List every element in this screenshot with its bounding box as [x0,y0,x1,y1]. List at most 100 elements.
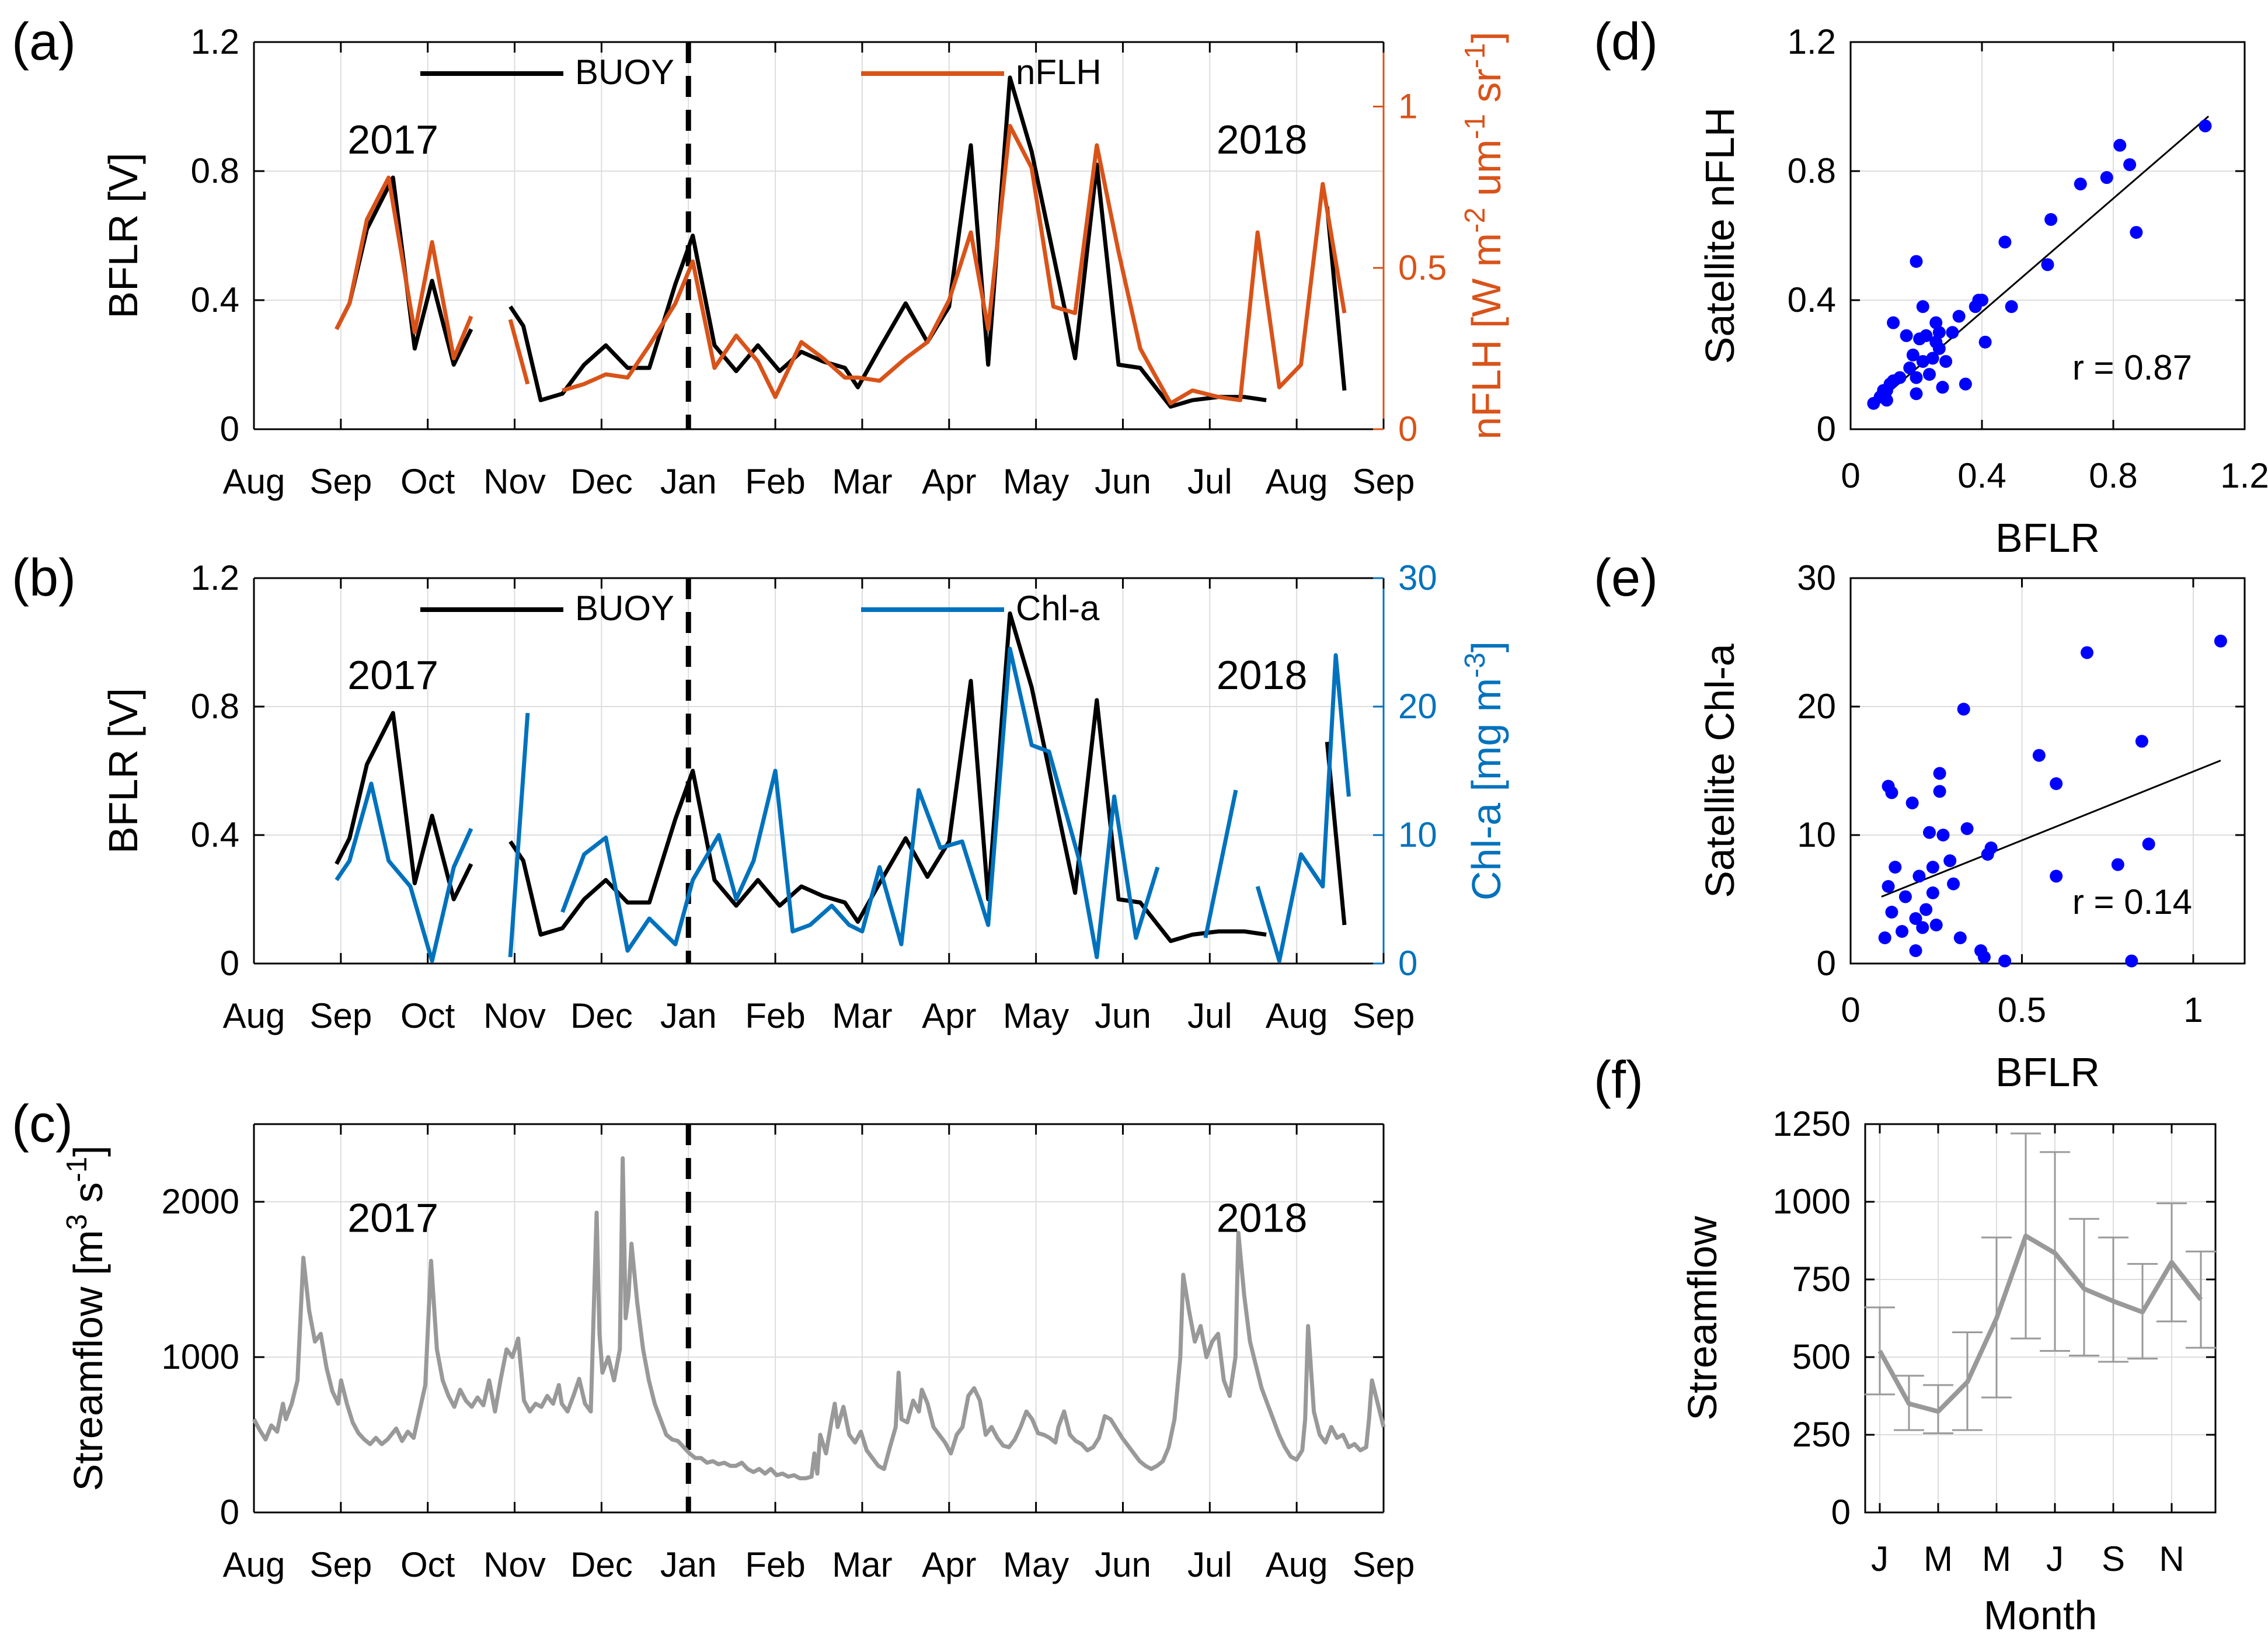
x-tick-label: Aug [1266,462,1328,501]
scatter-point [1910,387,1923,401]
scatter-point [1889,861,1902,874]
y-axis-label: BFLR [V] [100,688,146,854]
scatter-axes-box [1849,41,2246,430]
scatter-point [2050,870,2063,883]
series-monthly-mean [1877,1233,2203,1414]
scatter-point [2214,634,2227,648]
scatter-point [1909,944,1922,957]
y-tick-label-right: 10 [1398,815,1437,854]
y-tick-label: 500 [1792,1337,1851,1376]
scatter-point [1936,381,1949,394]
y-tick-label: 1250 [1773,1104,1851,1143]
scatter-point [1960,822,1974,835]
scatter-point [1933,785,1946,798]
scatter-point [1959,377,1972,391]
scatter-point [1885,786,1898,799]
year-label: 2017 [347,652,438,698]
x-tick-label: Jul [1187,996,1232,1035]
scatter-point [1919,329,1933,342]
y-tick-label-right: 1 [1398,87,1417,126]
x-tick-label: 0.4 [1957,456,2006,495]
scatter-point [1926,861,1939,874]
series-buoy [508,75,1267,409]
y-tick-label: 30 [1797,558,1836,597]
x-tick-label: Nov [483,996,546,1035]
x-tick-label: J [2046,1539,2064,1578]
y-axis-label: Streamflow [m3 s-1] [61,1145,111,1491]
x-tick-label: May [1003,462,1069,501]
scatter-point [1978,335,1992,349]
series-chl-a [508,712,530,958]
x-tick-label: Apr [922,1545,976,1584]
series-chl-a [560,646,1160,959]
x-tick-label: Sep [1353,1545,1415,1584]
legend-label-1: nFLH [1016,53,1102,92]
scatter-point [2111,858,2124,871]
y-axis-label: Satellite Chl-a [1697,644,1743,898]
y-tick-label: 0 [220,944,239,983]
x-tick-label: Oct [400,462,455,501]
series-nflh [508,319,530,385]
scatter-point [2044,213,2058,226]
panel-label: (b) [12,549,76,607]
scatter-point [2050,777,2063,790]
series-chl-a [1203,790,1238,938]
x-tick-label: Jun [1095,462,1151,501]
y-axis-label-right-part: Chl-a [mg m [1464,678,1509,900]
year-label: 2018 [1217,652,1308,698]
correlation-annotation: r = 0.14 [2072,882,2192,921]
x-tick-label: Mar [832,1545,892,1584]
legend-label-0: BUOY [575,53,674,92]
y-tick-label: 2000 [162,1182,239,1221]
x-tick-label: Jul [1187,462,1232,501]
x-tick-label: Aug [223,996,285,1035]
panel-label: (f) [1594,1051,1643,1110]
scatter-point [2081,646,2093,659]
x-tick-label: Jan [660,996,717,1035]
y-axis-label-right-part: -1 [1459,114,1491,140]
x-tick-label: Mar [832,996,892,1035]
x-tick-label: Apr [922,996,976,1035]
year-label: 2018 [1217,1195,1308,1241]
y-axis-label-part: 3 [61,1214,93,1230]
panel-label: (a) [12,13,76,71]
y-tick-label-right: 20 [1398,687,1437,726]
x-tick-label: Aug [223,1545,285,1584]
x-tick-label: Aug [223,462,285,501]
panel-label: (d) [1594,13,1658,71]
y-axis-label-part: -1 [61,1157,93,1183]
y-tick-label: 0 [220,409,239,448]
scatter-point [1882,880,1895,893]
scatter-point [1923,368,1936,381]
x-tick-label: Oct [400,1545,455,1584]
series-nflh [335,175,473,360]
x-tick-label: Sep [309,1545,372,1584]
x-tick-label: 1 [2183,990,2203,1030]
y-axis-label: BFLR [V] [100,153,146,319]
y-axis-label-right-part: nFLH [W m [1464,233,1509,440]
series-chl-a [1255,653,1351,964]
x-tick-label: Jan [660,462,717,501]
scatter-point [1910,255,1923,268]
x-tick-label: S [2102,1539,2125,1578]
scatter-axes-box [1849,577,2246,965]
y-tick-label-right: 0.5 [1398,248,1447,287]
y-tick-label: 1.2 [191,558,239,597]
year-label: 2017 [347,1195,438,1241]
scatter-point [1916,300,1929,314]
scatter-point [1957,702,1970,716]
y-tick-label: 1.2 [191,22,239,61]
scatter-point [1885,906,1898,919]
x-tick-label: Dec [570,996,633,1035]
scatter-point [1912,870,1926,883]
y-tick-label: 10 [1797,815,1836,854]
correlation-annotation: r = 0.87 [2072,348,2192,387]
x-tick-label: 0 [1841,990,1860,1030]
scatter-point [2130,225,2143,239]
x-tick-label: Jul [1187,1545,1232,1584]
x-tick-label: Feb [745,1545,805,1584]
scatter-point [1936,829,1950,841]
scatter-point [1933,767,1946,780]
x-tick-label: Nov [483,462,546,501]
